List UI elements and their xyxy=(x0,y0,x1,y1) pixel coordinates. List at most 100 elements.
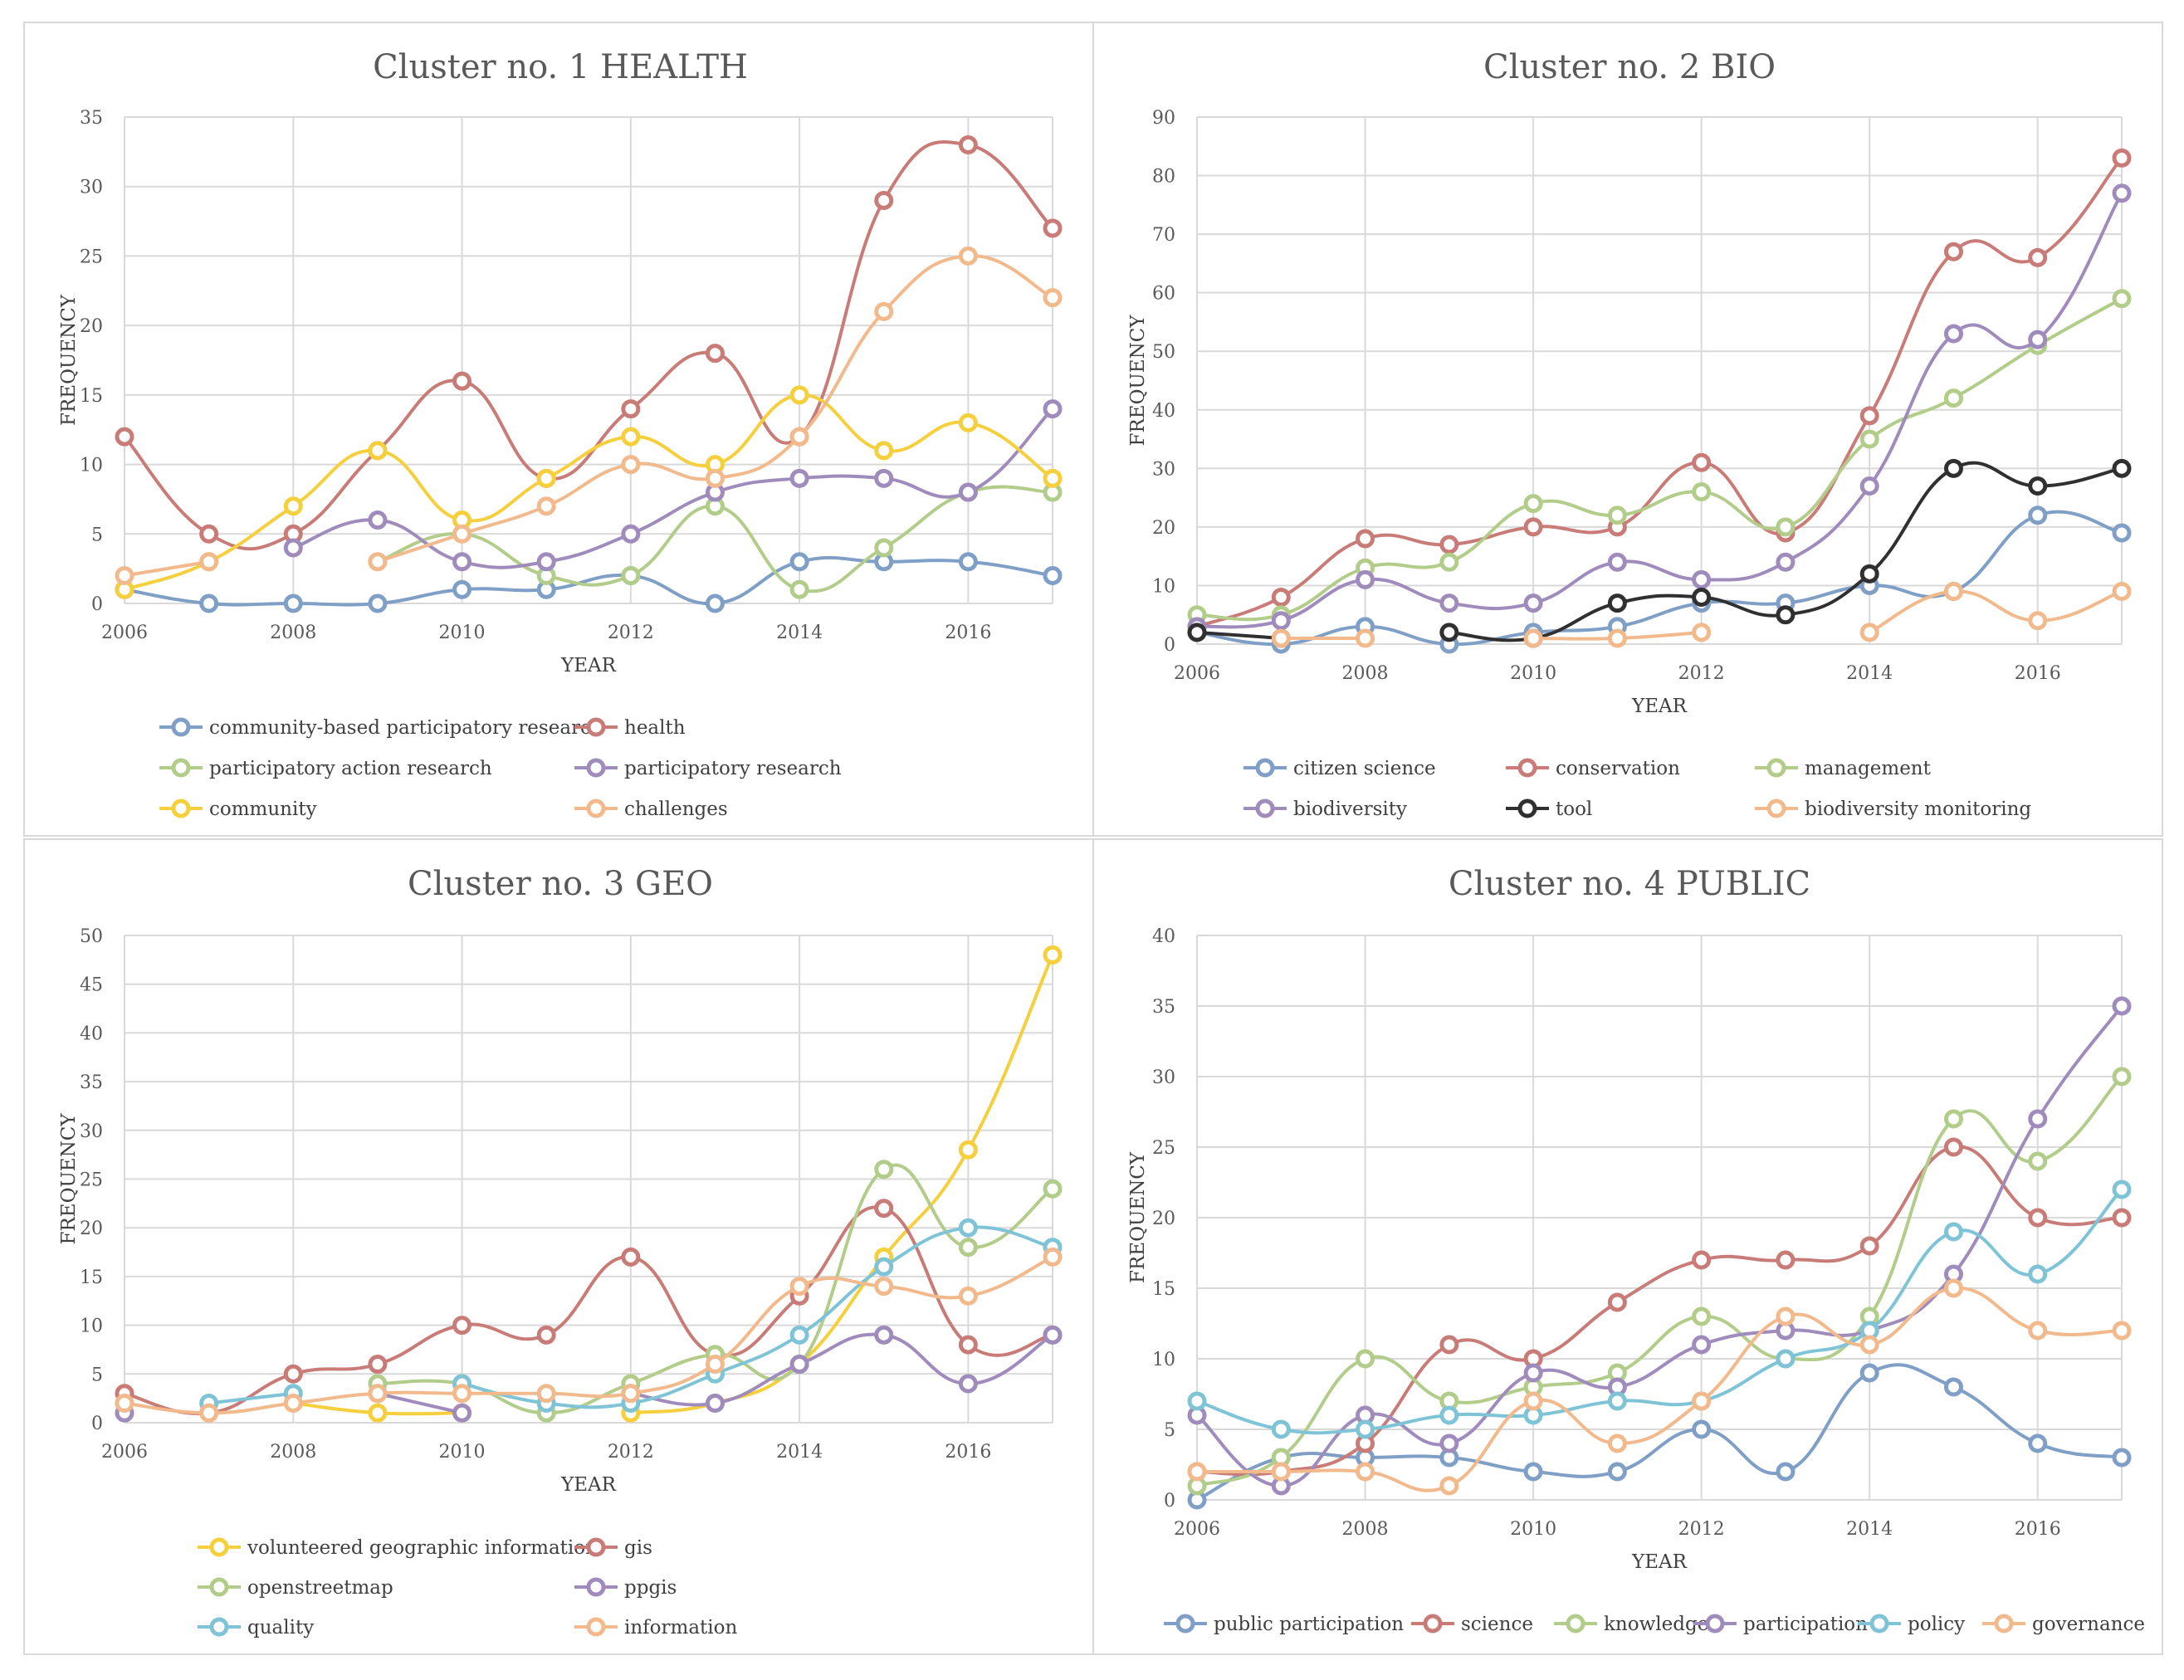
data-point xyxy=(1523,593,1543,613)
data-point xyxy=(1439,593,1459,613)
legend-marker xyxy=(1766,798,1786,818)
data-point xyxy=(2112,1208,2132,1228)
legend-item-governance: governance xyxy=(1982,1614,2145,1635)
data-point xyxy=(368,552,388,572)
data-point xyxy=(1859,1335,1879,1355)
y-tick-label: 0 xyxy=(91,594,103,615)
data-point xyxy=(958,552,978,572)
data-point xyxy=(1043,468,1063,488)
data-point xyxy=(1692,588,1712,608)
legend-label: governance xyxy=(2032,1614,2145,1635)
legend-item-citizen-science: citizen science xyxy=(1243,758,1436,779)
legend-marker xyxy=(1766,758,1786,778)
data-point xyxy=(874,1325,894,1345)
data-point xyxy=(958,1286,978,1306)
data-point xyxy=(2028,1208,2048,1228)
data-point xyxy=(2028,505,2048,525)
series-line xyxy=(1869,589,2123,634)
data-point xyxy=(2112,523,2132,543)
data-point xyxy=(1271,1419,1291,1439)
y-tick-label: 35 xyxy=(80,1072,103,1093)
data-point xyxy=(705,344,725,364)
data-point xyxy=(2112,1321,2132,1341)
legend-marker xyxy=(1517,758,1537,778)
y-tick-label: 35 xyxy=(1152,997,1175,1018)
x-tick-label: 2014 xyxy=(1846,1519,1893,1540)
data-point xyxy=(1523,628,1543,648)
data-point xyxy=(283,1394,303,1414)
legend-item-science: science xyxy=(1411,1614,1533,1635)
y-axis-label: FREQUENCY xyxy=(1127,315,1149,447)
series-participation xyxy=(1187,996,2132,1496)
y-tick-label: 10 xyxy=(80,1316,103,1337)
series-challenges xyxy=(115,246,1063,586)
data-point xyxy=(789,1277,809,1297)
data-point xyxy=(874,301,894,321)
y-axis-label: FREQUENCY xyxy=(58,1113,80,1245)
data-point xyxy=(1187,623,1207,642)
y-tick-label: 10 xyxy=(1152,576,1175,597)
data-point xyxy=(1692,1250,1712,1270)
legend-item-quality: quality xyxy=(198,1617,314,1638)
legend-label: science xyxy=(1461,1614,1533,1635)
y-tick-label: 15 xyxy=(80,1267,103,1288)
data-point xyxy=(1692,1335,1712,1355)
data-point xyxy=(452,1403,472,1423)
legend-marker xyxy=(1705,1614,1725,1634)
legend-marker xyxy=(586,1537,606,1557)
data-point xyxy=(1271,611,1291,631)
series-biodiversity-monitoring xyxy=(1271,582,2132,648)
x-tick-label: 2014 xyxy=(776,623,823,643)
data-point xyxy=(2112,289,2132,309)
chart-svg-health: Cluster no. 1 HEALTH 0 5 10 15 20 25 30 35 2006 20… xyxy=(58,48,1063,820)
series-line xyxy=(124,555,1053,607)
series-line xyxy=(377,1391,462,1415)
y-tick-label: 15 xyxy=(1152,1279,1175,1300)
x-tick-label: 2016 xyxy=(945,1442,991,1463)
legend-item-gis: gis xyxy=(574,1537,652,1559)
data-point xyxy=(2028,330,2048,349)
legend-item-participation: participation xyxy=(1693,1614,1868,1635)
data-point xyxy=(1439,1335,1459,1355)
legend-marker xyxy=(1255,758,1275,778)
data-point xyxy=(789,579,809,599)
data-point xyxy=(789,468,809,488)
legend-marker xyxy=(1175,1614,1195,1634)
data-point xyxy=(621,455,641,475)
data-point xyxy=(1692,482,1712,502)
legend-marker xyxy=(586,717,606,737)
y-axis-label: FREQUENCY xyxy=(58,294,80,426)
legend-item-information: information xyxy=(574,1617,737,1638)
series-line xyxy=(630,1332,1054,1407)
chart-title: Cluster no. 2 BIO xyxy=(1483,48,1776,86)
data-point xyxy=(1439,1405,1459,1425)
data-point xyxy=(1776,1462,1796,1482)
data-point xyxy=(1271,1462,1291,1482)
data-point xyxy=(1523,517,1543,537)
legend-marker xyxy=(1255,798,1275,818)
data-point xyxy=(1943,582,1963,601)
legend-label: biodiversity xyxy=(1293,798,1407,820)
legend-item-health: health xyxy=(574,717,686,739)
legend-label: ppgis xyxy=(624,1577,677,1599)
data-point xyxy=(705,468,725,488)
legend-label: participatory action research xyxy=(209,758,492,779)
data-point xyxy=(1859,1363,1879,1383)
data-point xyxy=(1776,1349,1796,1369)
data-point xyxy=(1043,399,1063,419)
data-point xyxy=(368,1355,388,1375)
x-tick-label: 2016 xyxy=(2015,663,2061,684)
data-point xyxy=(452,579,472,599)
data-point xyxy=(874,538,894,558)
legend-item-public-participation: public participation xyxy=(1164,1614,1404,1635)
data-point xyxy=(1043,566,1063,586)
series-line xyxy=(1196,510,2123,647)
legend-marker xyxy=(209,1617,229,1637)
y-tick-label: 20 xyxy=(80,316,103,337)
data-point xyxy=(1356,1419,1375,1439)
legend-marker xyxy=(586,1577,606,1597)
legend-label: challenges xyxy=(624,798,728,820)
data-point xyxy=(452,371,472,391)
legend-item-conservation: conservation xyxy=(1506,758,1680,779)
series-line xyxy=(1449,461,2123,642)
